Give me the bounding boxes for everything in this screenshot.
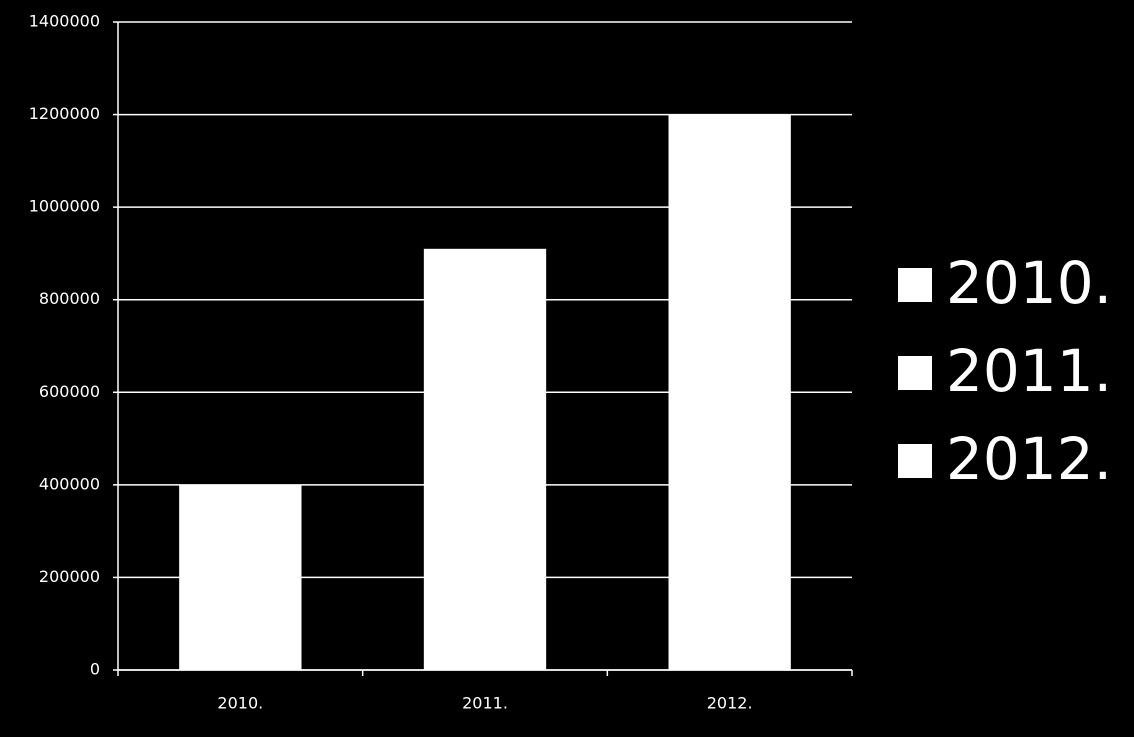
y-tick-label: 800000 (39, 289, 100, 308)
bar (668, 114, 791, 671)
y-tick-label: 0 (90, 660, 100, 679)
legend-label: 2012. (946, 425, 1112, 493)
legend-swatch (898, 444, 932, 478)
bar (423, 248, 547, 671)
y-tick-label: 1000000 (29, 197, 100, 216)
x-tick-label: 2012. (707, 694, 753, 713)
legend-swatch (898, 268, 932, 302)
y-tick-label: 1400000 (29, 12, 100, 31)
bar (179, 484, 302, 670)
x-tick-label: 2011. (462, 694, 508, 713)
y-tick-label: 400000 (39, 474, 100, 493)
y-tick-label: 1200000 (29, 104, 100, 123)
y-tick-label: 600000 (39, 382, 100, 401)
legend-label: 2010. (946, 249, 1112, 317)
y-tick-label: 200000 (39, 567, 100, 586)
x-tick-label: 2010. (217, 694, 263, 713)
legend-swatch (898, 356, 932, 390)
legend-label: 2011. (946, 337, 1112, 405)
